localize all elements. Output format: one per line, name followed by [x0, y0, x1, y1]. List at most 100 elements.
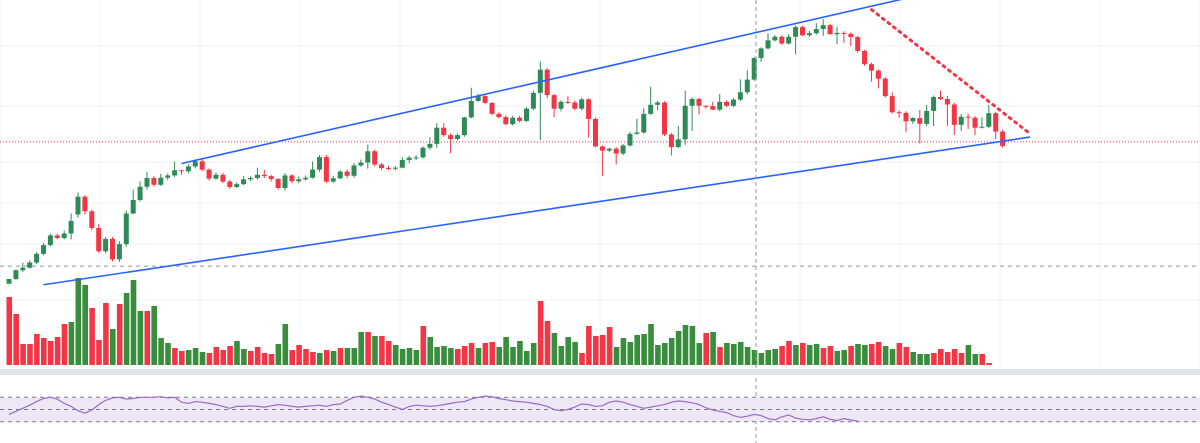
candle — [558, 100, 564, 112]
candle — [917, 109, 923, 144]
candle — [765, 33, 771, 50]
candle-body — [268, 176, 274, 179]
volume-bar — [703, 333, 709, 365]
volume-bar — [972, 354, 979, 365]
volume-bar — [330, 351, 337, 365]
candle-body — [744, 79, 750, 93]
candle-body — [47, 235, 53, 246]
volume-bar — [248, 351, 254, 365]
candle-body — [289, 175, 295, 182]
volume-bar — [944, 352, 951, 365]
volume-bar — [254, 347, 261, 365]
volume-bar — [337, 348, 344, 365]
candle — [944, 95, 950, 127]
candle-body — [993, 113, 999, 132]
candle — [786, 34, 792, 45]
candle-body — [972, 117, 978, 128]
volume-bar — [61, 324, 68, 365]
candle-body — [579, 99, 585, 109]
volume-bar — [875, 342, 882, 365]
volume-bar — [751, 350, 758, 365]
candle — [20, 262, 26, 272]
volume-bar — [310, 352, 316, 365]
candle — [896, 110, 902, 118]
candle — [213, 172, 219, 180]
candle-body — [116, 244, 122, 260]
volume-bar — [192, 348, 199, 365]
lower-channel-line — [43, 136, 1031, 286]
volume-bar — [420, 326, 427, 365]
volume-bar — [724, 343, 730, 365]
candle-body — [641, 113, 647, 133]
volume-bar — [427, 337, 433, 365]
candle — [875, 69, 881, 89]
volume-bar — [544, 321, 551, 365]
volume-bars — [6, 278, 992, 365]
candle — [441, 123, 447, 137]
candle — [41, 242, 46, 256]
candle-body — [889, 96, 895, 113]
candle — [696, 98, 702, 115]
candle — [965, 113, 971, 130]
candle — [530, 90, 536, 111]
candle — [434, 123, 440, 148]
candle-body — [358, 162, 364, 166]
candle — [717, 93, 723, 111]
candle — [848, 32, 854, 47]
candle — [958, 114, 964, 131]
candle-body — [220, 174, 226, 182]
candle — [296, 176, 302, 184]
volume-bar — [551, 333, 558, 365]
candle-body — [110, 238, 115, 260]
volume-bar — [34, 334, 40, 365]
candle — [130, 189, 136, 215]
candle-body — [813, 29, 819, 34]
volume-bar — [758, 353, 765, 365]
candle — [613, 147, 619, 165]
candle-body — [61, 233, 67, 239]
candle — [427, 137, 433, 150]
volume-bar — [917, 354, 923, 365]
volume-bar — [806, 345, 813, 365]
candle — [206, 168, 212, 181]
candle-body — [951, 104, 957, 125]
candle — [303, 175, 309, 181]
candle-body — [275, 178, 281, 189]
volume-bar — [634, 335, 640, 365]
volume-bar — [586, 326, 592, 365]
candle — [627, 131, 633, 147]
candle — [703, 105, 709, 109]
candle — [986, 104, 992, 129]
candle-body — [613, 148, 619, 154]
volume-bar — [468, 343, 475, 365]
candle-body — [165, 175, 171, 178]
volume-bar — [317, 353, 323, 365]
volume-bar — [655, 345, 661, 365]
candle-body — [158, 177, 164, 185]
candle — [806, 30, 812, 37]
grid-lines — [0, 0, 1200, 370]
candle-body — [917, 118, 923, 124]
candle — [96, 224, 102, 253]
candle — [938, 90, 943, 100]
volume-bar — [510, 347, 516, 365]
candle-body — [241, 179, 247, 185]
candle-body — [261, 174, 267, 177]
volume-bar — [827, 346, 834, 365]
candle — [323, 154, 329, 184]
candle-body — [903, 112, 909, 122]
candle — [579, 97, 585, 111]
candle-body — [772, 36, 778, 41]
candle-body — [330, 178, 336, 182]
volume-bar — [613, 347, 620, 365]
candle-body — [820, 25, 826, 30]
candle — [144, 171, 150, 190]
candle-body — [448, 135, 454, 139]
candle-body — [441, 127, 447, 136]
candle — [744, 70, 750, 95]
candle — [834, 26, 840, 45]
candle-body — [938, 97, 943, 100]
candle-body — [151, 178, 157, 185]
candle — [13, 269, 19, 280]
candle-body — [310, 169, 316, 178]
